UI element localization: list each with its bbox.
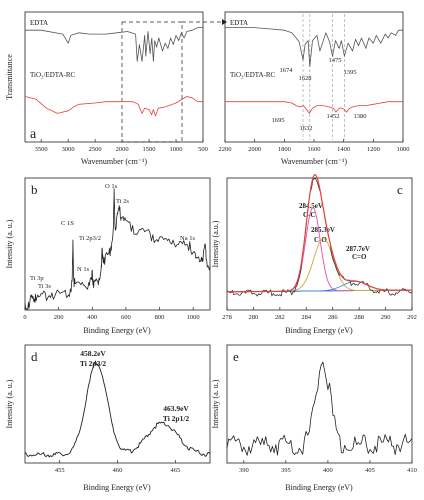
anno-cdo: C=O xyxy=(352,253,367,261)
x-tick-label-c-282: 282 xyxy=(275,314,285,321)
envelope-line xyxy=(227,174,412,293)
ylabel-b: Intensity (a. u.) xyxy=(5,219,14,268)
anno-1695: 1695 xyxy=(272,117,285,124)
anno-4639: 463.9eV xyxy=(163,404,189,413)
x-tick-label-a_zoom-1600: 1600 xyxy=(308,146,321,153)
x-tick-label-b-0: 0 xyxy=(23,314,26,321)
plots-layer: 3500 3000 2500 2000 1500 1000 500 2200 2000 1800 1… xyxy=(23,14,417,474)
x-tick-label-e-390: 390 xyxy=(239,467,249,474)
anno-n1s: N 1s xyxy=(77,266,90,273)
x-tick-label-b-800: 800 xyxy=(155,314,165,321)
ylabel-d: Intensity (a. u.) xyxy=(5,379,14,428)
anno-2877: 287.7eV xyxy=(346,245,370,253)
x-tick-label-a_full-1000: 1000 xyxy=(170,146,183,153)
x-tick-label-e-405: 405 xyxy=(365,467,375,474)
anno-2853: 285.3eV xyxy=(311,226,335,234)
anno-na1s: Na 1s xyxy=(180,235,195,242)
x-tick-label-c-280: 280 xyxy=(249,314,259,321)
anno-1632: 1632 xyxy=(300,125,313,132)
frame-c xyxy=(226,177,413,311)
x-tick-label-d-455: 455 xyxy=(55,467,65,474)
anno-cc: C-C xyxy=(303,211,315,219)
series-line-edta-full xyxy=(25,27,203,62)
ylabel-c: Intensity (a.u.) xyxy=(211,220,220,267)
x-tick-label-a_zoom-1800: 1800 xyxy=(278,146,291,153)
x-tick-label-d-460: 460 xyxy=(113,467,123,474)
panel-label-b: b xyxy=(31,182,38,197)
xlabel-c: Binding Energy (eV) xyxy=(285,326,353,335)
component-line-C-C xyxy=(227,206,412,293)
component-line-C-O xyxy=(227,238,412,293)
xlabel-a-full: Wavenumber (cm⁻¹) xyxy=(81,157,148,166)
anno-1380: 1380 xyxy=(354,113,367,120)
xlabel-a-zoom: Wavenumber (cm⁻¹) xyxy=(281,157,348,166)
x-tick-label-a_full-2000: 2000 xyxy=(116,146,129,153)
series-line-n1s xyxy=(226,361,413,456)
x-tick-label-a_full-3500: 3500 xyxy=(35,146,48,153)
x-tick-label-a_zoom-1400: 1400 xyxy=(337,146,350,153)
series-line-survey xyxy=(24,188,211,311)
anno-ti2s: Ti 2s xyxy=(116,198,129,205)
series-line-tio2-full xyxy=(24,96,203,117)
x-tick-label-c-278: 278 xyxy=(222,314,232,321)
x-tick-label-b-200: 200 xyxy=(54,314,64,321)
anno-c1s: C 1S xyxy=(61,220,74,227)
x-tick-label-c-292: 292 xyxy=(407,314,417,321)
series-line-ti2p xyxy=(24,360,211,458)
x-tick-label-a_full-3000: 3000 xyxy=(62,146,75,153)
legend-tio2-left: TiO₂/EDTA-RC xyxy=(30,71,76,79)
panel-label-a: a xyxy=(30,127,37,142)
anno-ti2p12: Ti 2p1/2 xyxy=(163,414,190,423)
x-tick-label-b-1000: 1000 xyxy=(187,314,200,321)
anno-1628: 1628 xyxy=(299,75,312,82)
xlabel-e: Binding Energy (eV) xyxy=(285,483,353,492)
anno-ti2p32: Ti 2p3/2 xyxy=(79,235,101,242)
anno-ti3s: Ti 3s xyxy=(38,283,51,290)
x-tick-label-a_full-1500: 1500 xyxy=(143,146,156,153)
series-line-tio2-zoom xyxy=(225,101,403,114)
series-line-edta-zoom xyxy=(225,27,403,67)
anno-4582: 458.2eV xyxy=(80,349,106,358)
x-tick-label-a_zoom-2000: 2000 xyxy=(248,146,261,153)
x-tick-label-d-465: 465 xyxy=(170,467,180,474)
panel-label-c: c xyxy=(397,182,403,197)
frame-e xyxy=(226,344,413,464)
x-tick-label-a_full-2500: 2500 xyxy=(89,146,102,153)
anno-ti3p: Ti 3p xyxy=(30,275,44,282)
zoom-arrow-head xyxy=(222,19,227,25)
legend-tio2-right: TiO₂/EDTA-RC xyxy=(230,71,276,79)
anno-1674: 1674 xyxy=(280,67,294,74)
x-tick-label-e-395: 395 xyxy=(281,467,291,474)
legend-edta-right: EDTA xyxy=(230,19,248,27)
x-tick-label-a_full-500: 500 xyxy=(198,146,208,153)
frame-b xyxy=(24,177,211,311)
anno-ti2p32-d: Ti 2p3/2 xyxy=(80,359,107,368)
x-tick-label-b-400: 400 xyxy=(87,314,97,321)
ylabel-a: Transmittance xyxy=(5,54,14,100)
frame-a-full xyxy=(24,11,204,143)
x-tick-label-a_zoom-1200: 1200 xyxy=(367,146,380,153)
panel-label-d: d xyxy=(31,349,38,364)
panel-label-e: e xyxy=(233,349,239,364)
xlabel-d: Binding Energy (eV) xyxy=(83,483,151,492)
anno-1452: 1452 xyxy=(327,113,340,120)
anno-1395: 1395 xyxy=(344,69,357,76)
anno-o1s: O 1s xyxy=(105,183,118,190)
x-tick-label-c-290: 290 xyxy=(381,314,391,321)
legend-edta-left: EDTA xyxy=(30,19,48,27)
anno-2845: 284.5eV xyxy=(299,202,323,210)
ylabel-e: Intensity (a. u.) xyxy=(211,379,220,428)
zoom-box xyxy=(121,21,183,143)
x-tick-label-c-284: 284 xyxy=(301,314,312,321)
xlabel-b: Binding Energy (eV) xyxy=(83,326,151,335)
x-tick-label-e-410: 410 xyxy=(407,467,417,474)
x-tick-label-e-400: 400 xyxy=(323,467,333,474)
anno-1475: 1475 xyxy=(329,57,342,64)
x-tick-label-c-288: 288 xyxy=(354,314,364,321)
x-tick-label-c-286: 286 xyxy=(328,314,339,321)
x-tick-label-a_zoom-2200: 2200 xyxy=(219,146,232,153)
x-tick-label-a_zoom-1000: 1000 xyxy=(397,146,410,153)
x-tick-label-b-600: 600 xyxy=(121,314,131,321)
